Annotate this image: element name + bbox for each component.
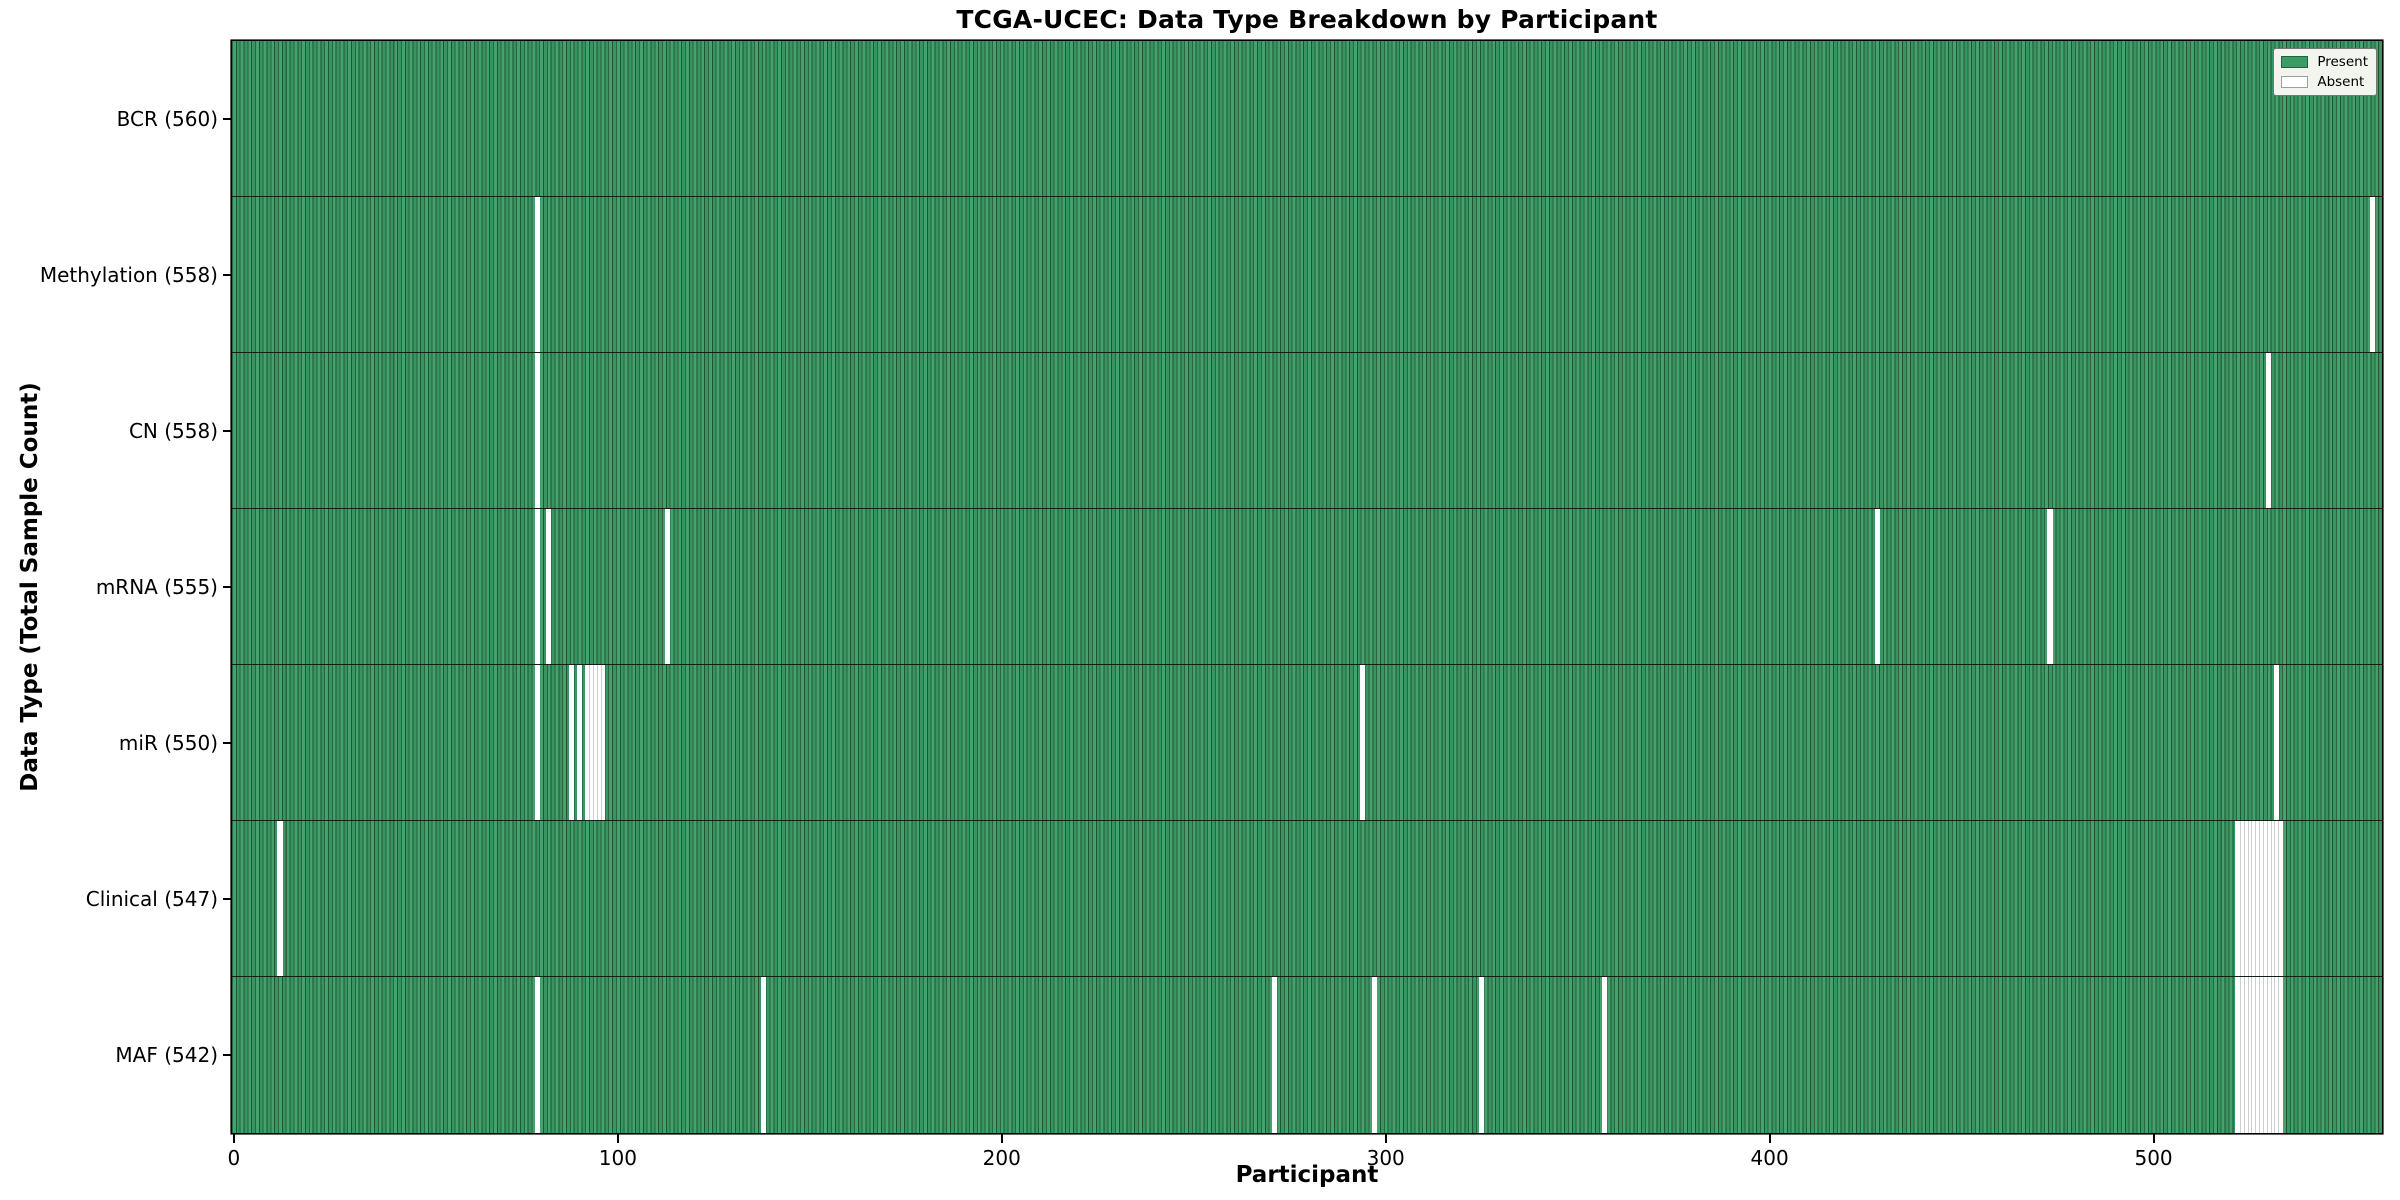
absent-gap: [665, 509, 671, 664]
x-axis-label: Participant: [1235, 1162, 1379, 1188]
absent-gap-separator: [600, 665, 602, 820]
absent-gap: [2235, 821, 2283, 976]
absent-gap-separator: [2239, 977, 2241, 1133]
y-tick-label: Methylation (558): [39, 263, 218, 287]
absent-gap: [534, 509, 540, 664]
absent-gap-separator: [2266, 977, 2268, 1133]
absent-gap: [1601, 977, 1608, 1133]
absent-gap-separator: [2270, 977, 2272, 1133]
y-tick-label: miR (550): [118, 731, 218, 755]
absent-gap-separator: [2247, 821, 2249, 976]
y-tick-mark: [223, 274, 232, 276]
absent-gap: [2266, 353, 2272, 508]
absent-gap-separator: [2251, 821, 2253, 976]
absent-gap-separator: [2270, 821, 2272, 976]
absent-gap: [1271, 977, 1277, 1133]
y-tick-label: BCR (560): [116, 107, 218, 131]
absent-gap-separator: [2262, 977, 2264, 1133]
y-tick-mark: [223, 586, 232, 588]
absent-gap-separator: [2247, 977, 2249, 1133]
y-tick-mark: [223, 430, 232, 432]
legend-item-absent: Absent: [2281, 74, 2368, 90]
legend: Present Absent: [2273, 48, 2377, 96]
absent-gap: [534, 353, 540, 508]
absent-gap-separator: [2274, 821, 2276, 976]
y-tick-label: Clinical (547): [85, 887, 218, 911]
absent-gap-separator: [2243, 821, 2245, 976]
absent-gap-separator: [2266, 821, 2268, 976]
absent-gap: [576, 665, 583, 820]
absent-gap: [2047, 509, 2053, 664]
absent-gap: [277, 821, 283, 976]
y-tick-mark: [223, 898, 232, 900]
absent-gap-separator: [2262, 821, 2264, 976]
absent-gap: [761, 977, 767, 1133]
x-tick-mark: [1768, 1134, 1771, 1143]
absent-gap: [1360, 665, 1366, 820]
y-tick-label: mRNA (555): [95, 575, 218, 599]
absent-gap-separator: [2274, 977, 2276, 1133]
absent-gap-separator: [2251, 977, 2253, 1133]
x-tick-label: 400: [1750, 1146, 1789, 1170]
y-tick-mark: [223, 118, 232, 120]
row-Methylation: [232, 197, 2382, 353]
absent-gap: [584, 665, 606, 820]
x-tick-mark: [616, 1134, 619, 1143]
absent-gap: [2235, 977, 2283, 1133]
absent-gap: [2273, 665, 2280, 820]
legend-label: Absent: [2317, 74, 2365, 90]
absent-gap-separator: [2255, 977, 2257, 1133]
absent-gap: [1371, 977, 1377, 1133]
absent-gap: [2369, 197, 2376, 352]
x-tick-label: 300: [1366, 1146, 1405, 1170]
y-tick-label: MAF (542): [115, 1043, 218, 1067]
x-tick-label: 500: [2134, 1146, 2173, 1170]
x-tick-mark: [2152, 1134, 2155, 1143]
legend-label: Present: [2317, 54, 2368, 70]
absent-gap: [1479, 977, 1485, 1133]
absent-gap: [569, 665, 575, 820]
row-mRNA: [232, 509, 2382, 665]
absent-gap-separator: [589, 665, 591, 820]
row-MAF: [232, 977, 2382, 1133]
absent-gap: [534, 977, 540, 1133]
absent-gap-separator: [2278, 977, 2280, 1133]
plot-area: Present Absent: [232, 41, 2382, 1133]
x-tick-mark: [1000, 1134, 1003, 1143]
absent-gap-separator: [2243, 977, 2245, 1133]
row-Clinical: [232, 821, 2382, 977]
absent-gap: [534, 197, 540, 352]
row-BCR: [232, 41, 2382, 197]
x-tick-label: 200: [982, 1146, 1021, 1170]
absent-gap-separator: [2259, 977, 2261, 1133]
row-miR: [232, 665, 2382, 821]
x-tick-label: 0: [227, 1146, 241, 1170]
legend-item-present: Present: [2281, 54, 2368, 70]
x-tick-mark: [1384, 1134, 1387, 1143]
chart-title: TCGA-UCEC: Data Type Breakdown by Partic…: [956, 5, 1658, 34]
legend-swatch-icon: [2281, 56, 2309, 68]
absent-gap: [546, 509, 552, 664]
absent-gap-separator: [596, 665, 598, 820]
absent-gap-separator: [2239, 821, 2241, 976]
y-tick-label: CN (558): [128, 419, 218, 443]
absent-gap-separator: [2259, 821, 2261, 976]
absent-gap-separator: [2278, 821, 2280, 976]
absent-gap-separator: [2255, 821, 2257, 976]
absent-gap-separator: [592, 665, 594, 820]
y-tick-mark: [223, 1054, 232, 1056]
absent-gap: [1874, 509, 1880, 664]
row-CN: [232, 353, 2382, 509]
y-tick-mark: [223, 742, 232, 744]
x-tick-mark: [232, 1134, 235, 1143]
absent-gap: [534, 665, 540, 820]
heatmap-rows: [232, 41, 2382, 1133]
x-tick-label: 100: [598, 1146, 637, 1170]
legend-swatch-icon: [2281, 76, 2309, 88]
